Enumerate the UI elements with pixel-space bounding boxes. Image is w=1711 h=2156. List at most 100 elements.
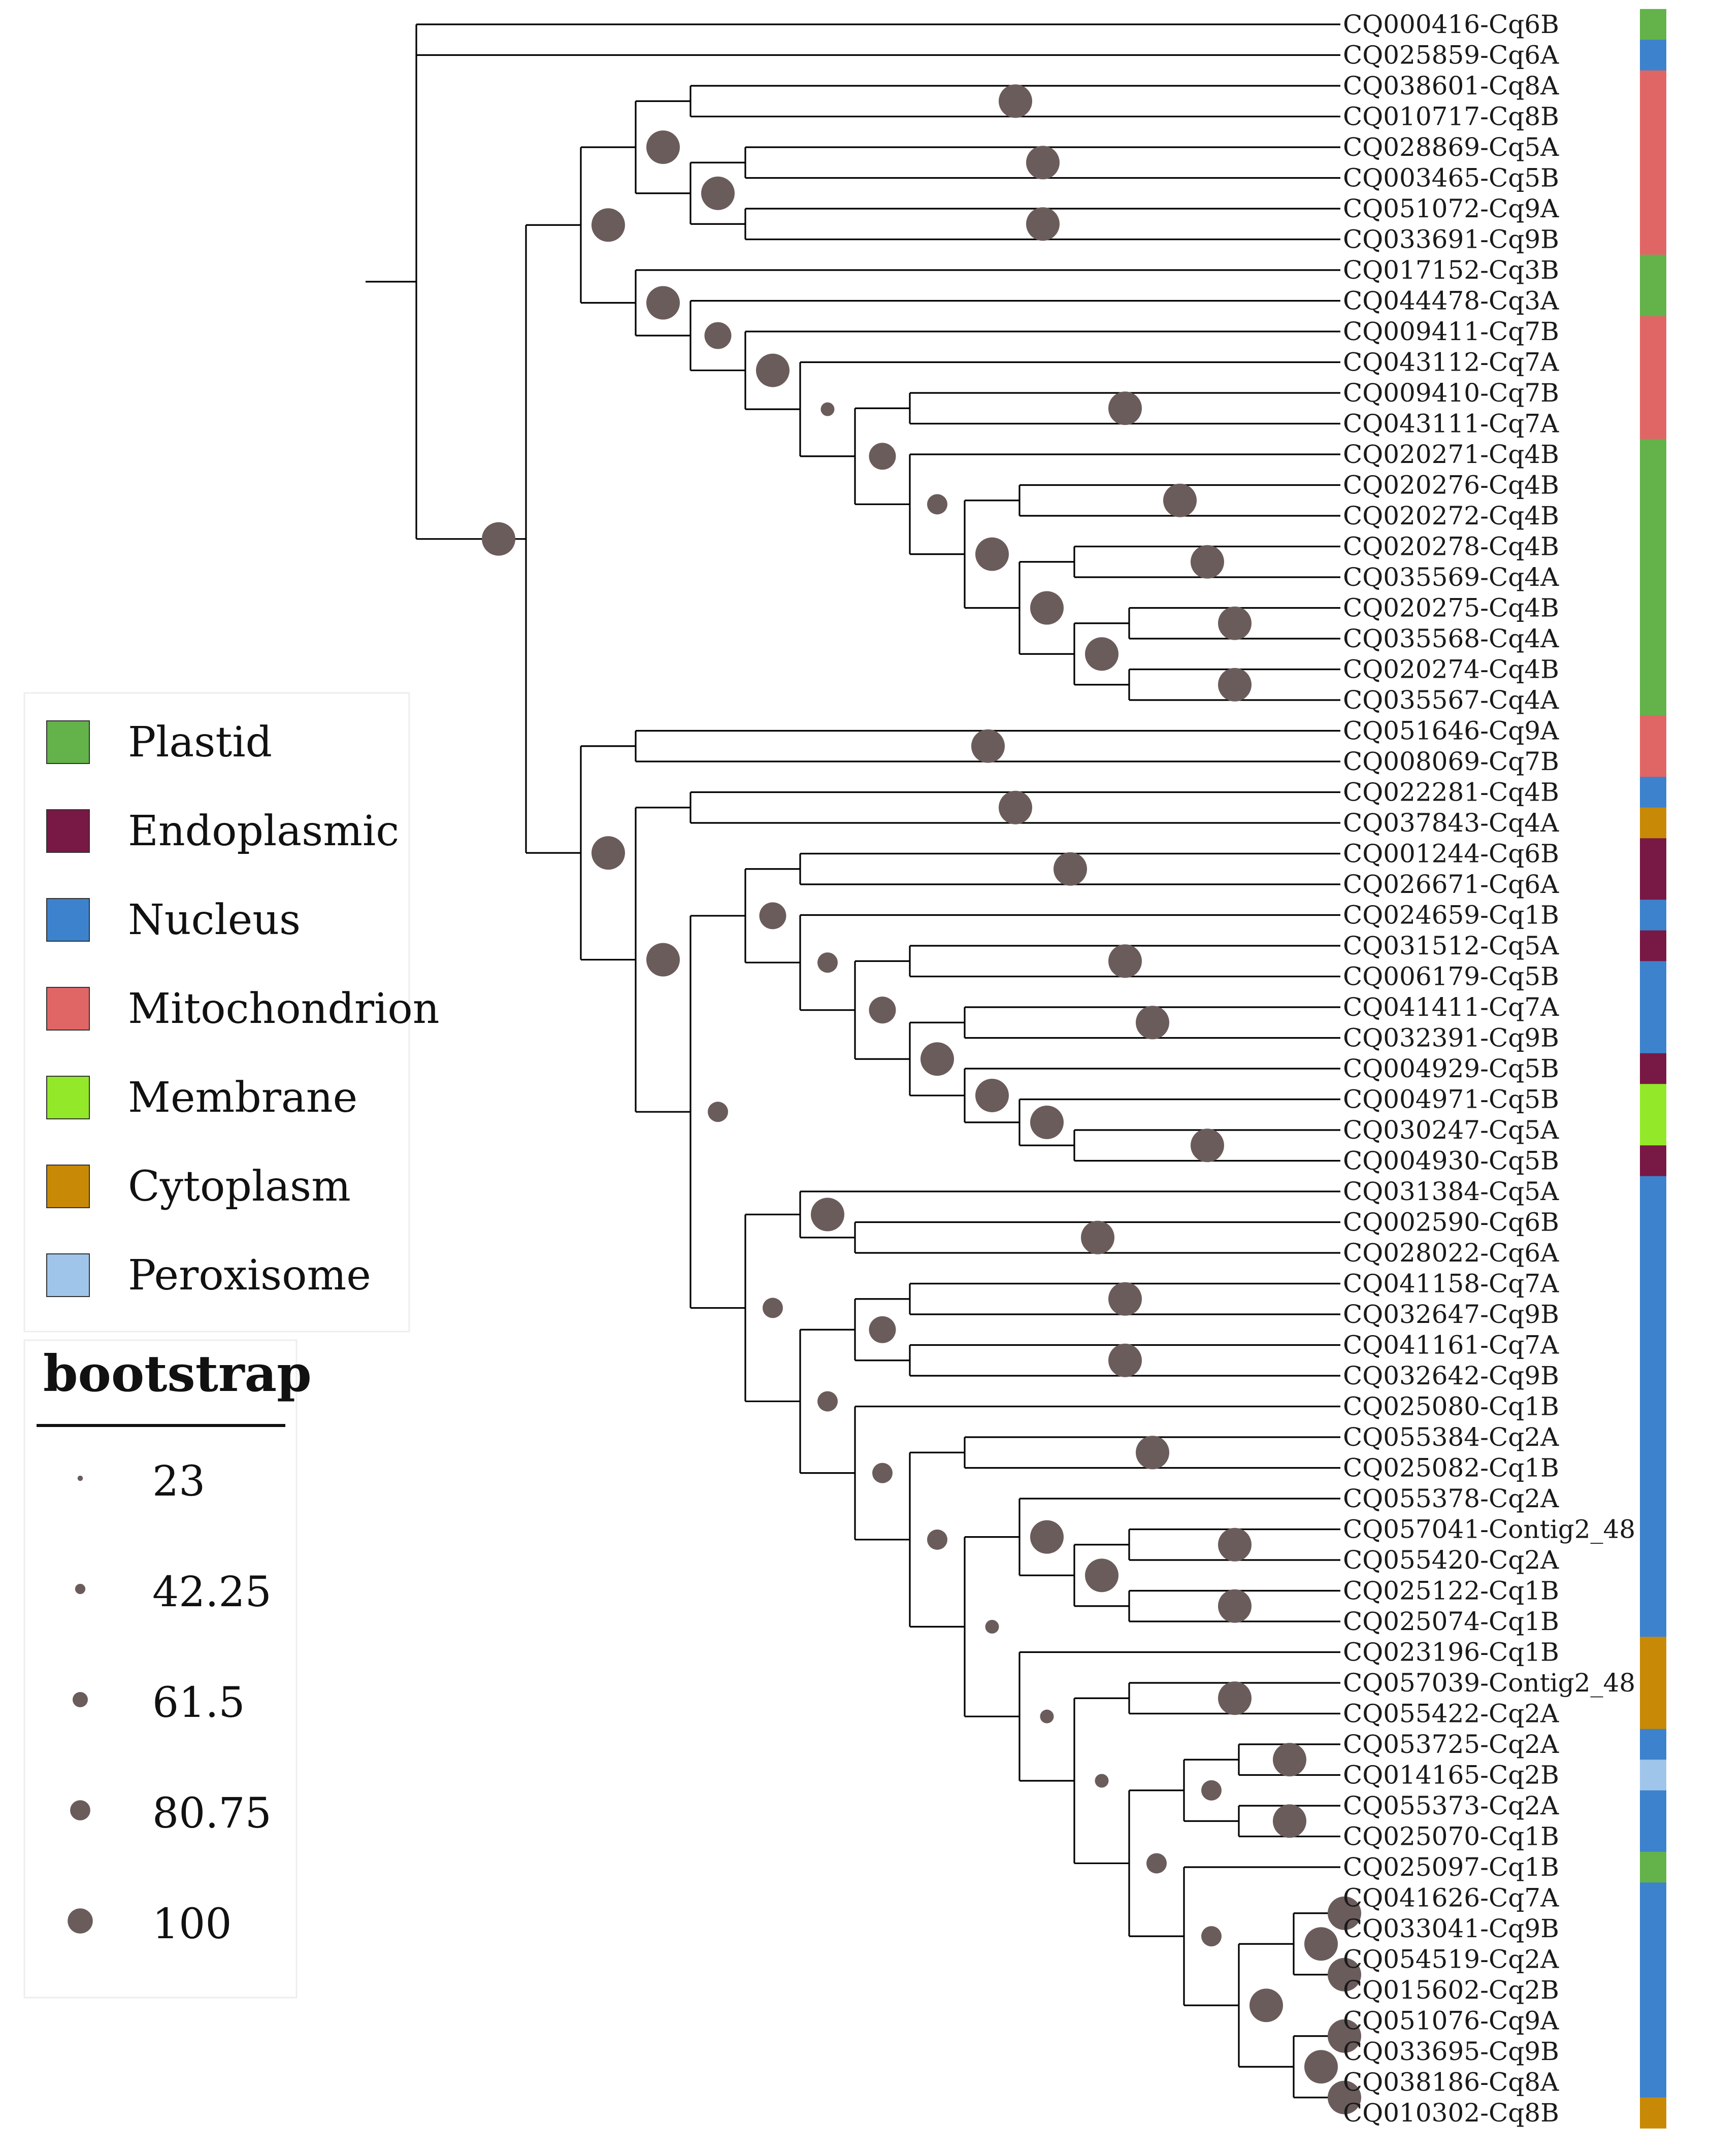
- category-strip-cell: [1640, 193, 1666, 224]
- leaf-label: CQ030247-Cq5A: [1343, 1115, 1559, 1145]
- bootstrap-node: [1136, 1006, 1169, 1040]
- bootstrap-legend-value: 23: [152, 1457, 205, 1506]
- bootstrap-node: [1136, 1436, 1169, 1470]
- leaf-label: CQ055422-Cq2A: [1343, 1699, 1559, 1729]
- category-strip-cell: [1640, 70, 1666, 102]
- category-strip-cell: [1640, 254, 1666, 286]
- leaf-label: CQ010717-Cq8B: [1343, 102, 1559, 131]
- leaf-labels: CQ000416-Cq6BCQ025859-Cq6ACQ038601-Cq8AC…: [1343, 10, 1635, 2128]
- category-strip-cell: [1640, 592, 1666, 624]
- bootstrap-node: [1040, 1709, 1054, 1723]
- leaf-label: CQ055378-Cq2A: [1343, 1484, 1559, 1513]
- category-strip-cell: [1640, 684, 1666, 716]
- bootstrap-node: [1108, 391, 1142, 425]
- bootstrap-legend-marker: [75, 1583, 86, 1595]
- category-strip-cell: [1640, 838, 1666, 870]
- category-strip-cell: [1640, 1360, 1666, 1391]
- bootstrap-nodes: [482, 84, 1361, 2114]
- bootstrap-node: [591, 836, 625, 870]
- category-strip-cell: [1640, 623, 1666, 654]
- bootstrap-node: [975, 1078, 1009, 1112]
- bootstrap-node: [1081, 1220, 1114, 1254]
- bootstrap-node: [820, 402, 835, 416]
- bootstrap-node: [1030, 1105, 1064, 1139]
- bootstrap-node: [763, 1298, 783, 1318]
- leaf-label: CQ057039-Contig2_48: [1343, 1668, 1635, 1698]
- category-strip-cell: [1640, 131, 1666, 163]
- category-strip-cell: [1640, 1421, 1666, 1453]
- leaf-label: CQ026671-Cq6A: [1343, 870, 1559, 899]
- leaf-label: CQ025859-Cq6A: [1343, 41, 1559, 70]
- bootstrap-node: [975, 537, 1009, 571]
- bootstrap-legend-value: 100: [152, 1900, 232, 1948]
- leaf-label: CQ033691-Cq9B: [1343, 225, 1559, 254]
- category-strip-cell: [1640, 500, 1666, 532]
- leaf-label: CQ031384-Cq5A: [1343, 1177, 1559, 1206]
- category-strip-cell: [1640, 377, 1666, 409]
- bootstrap-node: [1108, 944, 1142, 978]
- bootstrap-node: [646, 286, 680, 320]
- category-strip-cell: [1640, 40, 1666, 71]
- category-strip-cell: [1640, 654, 1666, 685]
- legend-swatch: [46, 898, 90, 942]
- bootstrap-node: [1085, 1558, 1118, 1593]
- bootstrap-node: [1026, 146, 1060, 180]
- leaf-label: CQ000416-Cq6B: [1343, 10, 1559, 39]
- leaf-label: CQ015602-Cq2B: [1343, 1975, 1559, 2005]
- category-strip-cell: [1640, 347, 1666, 378]
- bootstrap-legend-marker: [77, 1475, 83, 1481]
- leaf-label: CQ022281-Cq4B: [1343, 778, 1559, 807]
- category-strip-cell: [1640, 1299, 1666, 1330]
- leaf-label: CQ028022-Cq6A: [1343, 1238, 1559, 1268]
- bootstrap-node: [817, 952, 838, 973]
- leaf-label: CQ002590-Cq6B: [1343, 1208, 1559, 1237]
- leaf-label: CQ028869-Cq5A: [1343, 132, 1559, 162]
- bootstrap-node: [1328, 1896, 1361, 1930]
- bootstrap-node: [591, 208, 625, 242]
- category-strip-cell: [1640, 1882, 1666, 1914]
- bootstrap-node: [985, 1619, 999, 1634]
- bootstrap-node: [1273, 1804, 1306, 1838]
- category-strip-cell: [1640, 101, 1666, 132]
- leaf-label: CQ033695-Cq9B: [1343, 2037, 1559, 2066]
- category-strip-cell: [1640, 1790, 1666, 1821]
- category-strip-cell: [1640, 1022, 1666, 1054]
- legend-swatch: [46, 809, 90, 853]
- bootstrap-node: [1218, 668, 1252, 702]
- legend-label: Cytoplasm: [128, 1163, 351, 1211]
- category-legend: Plastid Endoplasmic Nucleus Mitochondrion Me…: [23, 692, 440, 1333]
- leaf-label: CQ055384-Cq2A: [1343, 1422, 1559, 1452]
- category-strip-cell: [1640, 531, 1666, 562]
- category-strip-cell: [1640, 1944, 1666, 1975]
- bootstrap-node: [999, 84, 1032, 118]
- bootstrap-node: [1328, 2080, 1361, 2114]
- leaf-label: CQ004971-Cq5B: [1343, 1085, 1559, 1114]
- category-strip-cell: [1640, 408, 1666, 440]
- leaf-label: CQ014165-Cq2B: [1343, 1761, 1559, 1790]
- bootstrap-node: [1249, 1988, 1283, 2022]
- bootstrap-legend-marker: [68, 1908, 93, 1934]
- bootstrap-node: [704, 322, 732, 349]
- leaf-label: CQ025082-Cq1B: [1343, 1453, 1559, 1483]
- bootstrap-node: [1085, 637, 1118, 671]
- leaf-label: CQ025097-Cq1B: [1343, 1852, 1559, 1882]
- leaf-label: CQ006179-Cq5B: [1343, 962, 1559, 991]
- leaf-label: CQ003465-Cq5B: [1343, 163, 1559, 193]
- leaf-label: CQ055373-Cq2A: [1343, 1791, 1559, 1820]
- category-strip-cell: [1640, 1084, 1666, 1115]
- category-strip-cell: [1640, 991, 1666, 1023]
- category-strip-cell: [1640, 807, 1666, 839]
- leaf-label: CQ037843-Cq4A: [1343, 808, 1559, 838]
- bootstrap-node: [817, 1391, 838, 1412]
- leaf-label: CQ057041-Contig2_48: [1343, 1515, 1635, 1544]
- leaf-label: CQ020272-Cq4B: [1343, 501, 1559, 530]
- category-strip-cell: [1640, 777, 1666, 808]
- leaf-label: CQ009411-Cq7B: [1343, 317, 1559, 346]
- leaf-label: CQ043111-Cq7A: [1343, 409, 1559, 439]
- category-strip-cell: [1640, 1575, 1666, 1607]
- legend-swatch: [46, 720, 90, 764]
- leaf-label: CQ035567-Cq4A: [1343, 685, 1559, 715]
- bootstrap-node: [869, 997, 896, 1024]
- bootstrap-node: [1026, 207, 1060, 241]
- category-strip-cell: [1640, 316, 1666, 347]
